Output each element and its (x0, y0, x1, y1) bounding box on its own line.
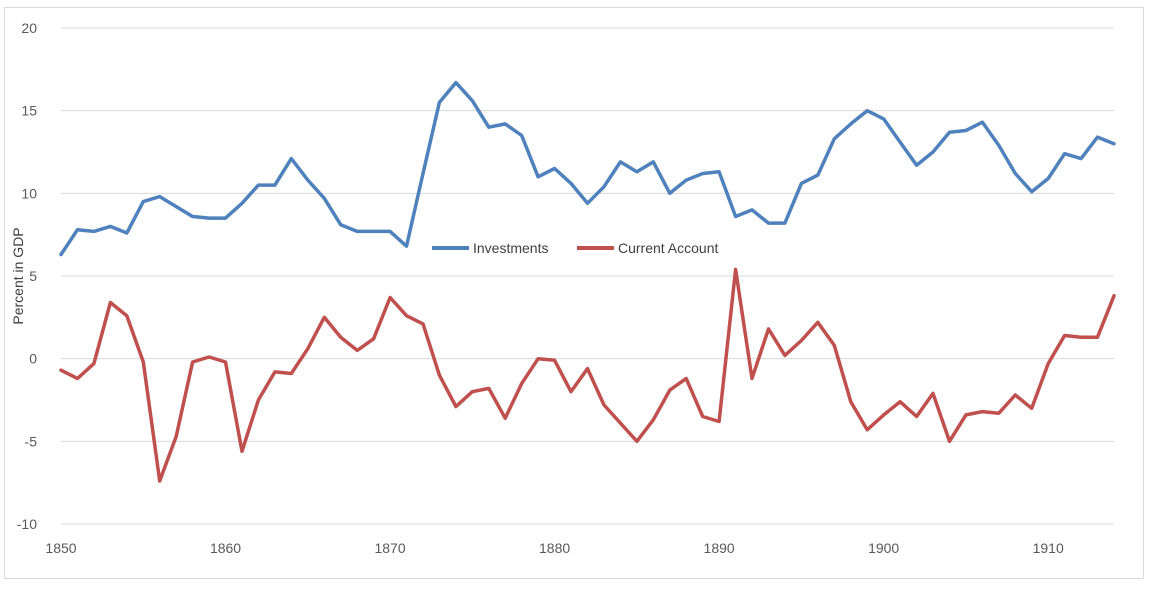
x-tick-label: 1890 (704, 540, 735, 556)
x-tick-label: 1870 (374, 540, 405, 556)
legend-label-investments: Investments (473, 240, 548, 256)
x-tick-label: 1880 (539, 540, 570, 556)
legend-label-current-account: Current Account (618, 240, 718, 256)
y-tick-label: 20 (21, 20, 37, 36)
gridlines (61, 27, 1114, 525)
x-tick-label: 1910 (1033, 540, 1064, 556)
chart-frame (4, 7, 1144, 579)
x-axis-tick-labels: 1850 1860 1870 1880 1890 1900 1910 (45, 540, 1064, 556)
legend: Investments Current Account (432, 240, 718, 256)
y-tick-label: -10 (17, 516, 37, 532)
y-tick-label: 5 (29, 268, 37, 284)
y-tick-label: 10 (21, 185, 37, 201)
series-line-investments (59, 80, 1116, 257)
x-tick-label: 1860 (210, 540, 241, 556)
y-axis-tick-labels: 20 15 10 5 0 -5 -10 (17, 20, 37, 532)
y-axis-title: Percent in GDP (10, 227, 26, 324)
series-lines (59, 80, 1116, 483)
y-tick-label: 15 (21, 103, 37, 119)
y-tick-label: 0 (29, 351, 37, 367)
series-line-current-account (59, 267, 1116, 483)
x-tick-label: 1900 (868, 540, 899, 556)
y-tick-label: -5 (25, 433, 38, 449)
x-tick-label: 1850 (45, 540, 76, 556)
